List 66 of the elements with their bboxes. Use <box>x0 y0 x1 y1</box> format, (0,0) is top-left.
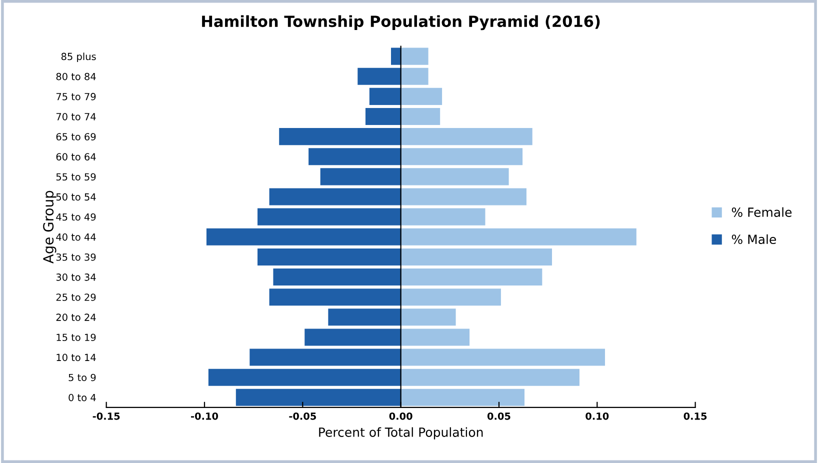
x-tick-label: 0.10 <box>586 412 609 420</box>
y-tick-label: 20 to 24 <box>56 314 96 321</box>
bar <box>400 188 526 206</box>
x-tick-label: -0.10 <box>191 412 218 420</box>
bar <box>369 88 401 105</box>
bar <box>400 168 509 186</box>
bar <box>320 168 401 186</box>
y-tick-label: 80 to 84 <box>56 72 96 80</box>
y-tick-label: 45 to 49 <box>56 213 96 221</box>
x-tick-label: 0.00 <box>389 412 412 420</box>
bar <box>400 328 470 346</box>
bar <box>208 368 401 386</box>
y-tick-label: 25 to 29 <box>56 294 96 301</box>
bar <box>400 208 486 226</box>
bar <box>250 348 401 366</box>
bar <box>400 228 636 246</box>
y-tick-label: 60 to 64 <box>56 153 96 160</box>
bar <box>269 288 401 306</box>
bar <box>400 48 428 65</box>
y-tick-label: 85 plus <box>61 52 96 62</box>
bar <box>400 388 524 406</box>
bar <box>365 108 401 126</box>
legend-label: % Male <box>732 234 776 244</box>
chart-title: Hamilton Township Population Pyramid (2016) <box>202 15 600 30</box>
bar <box>304 328 401 346</box>
bar <box>400 108 440 126</box>
bar <box>258 208 401 226</box>
bar <box>400 248 552 266</box>
bar <box>279 128 401 146</box>
bar <box>258 248 401 266</box>
bar <box>400 88 442 105</box>
bar <box>206 228 401 246</box>
x-tick-label: 0.15 <box>684 412 707 420</box>
bar <box>400 268 542 286</box>
bar <box>308 148 401 166</box>
bar <box>400 308 456 326</box>
x-tick-label: -0.15 <box>92 412 120 420</box>
y-tick-label: 50 to 54 <box>56 193 96 201</box>
bar <box>400 368 580 386</box>
y-tick-label: 0 to 4 <box>68 394 96 402</box>
y-tick-label: 55 to 59 <box>56 173 96 181</box>
y-tick-label: 10 to 14 <box>56 354 96 362</box>
bar <box>400 288 501 306</box>
legend-label: % Female <box>732 207 792 217</box>
y-tick-label: 40 to 44 <box>56 233 96 241</box>
y-tick-label: 5 to 9 <box>68 374 96 382</box>
y-tick-label: 75 to 79 <box>56 92 96 100</box>
y-tick-label: 30 to 34 <box>56 274 96 281</box>
bar <box>400 148 523 166</box>
bar <box>328 308 401 326</box>
bar <box>236 388 401 406</box>
bar <box>391 48 401 65</box>
x-tick-label: -0.05 <box>289 412 316 420</box>
bar <box>400 68 428 85</box>
bar <box>269 188 401 206</box>
x-axis-title: Percent of Total Population <box>319 427 483 440</box>
y-tick-label: 15 to 19 <box>56 334 96 342</box>
bar <box>273 268 401 286</box>
y-tick-label: 70 to 74 <box>56 113 96 120</box>
bar <box>358 68 401 85</box>
y-tick-label: 65 to 69 <box>56 133 96 140</box>
y-axis-title: Age Group <box>43 190 56 264</box>
bar <box>400 128 532 146</box>
x-tick-label: 0.05 <box>487 412 510 420</box>
y-tick-label: 35 to 39 <box>56 253 96 261</box>
bar <box>400 348 605 366</box>
